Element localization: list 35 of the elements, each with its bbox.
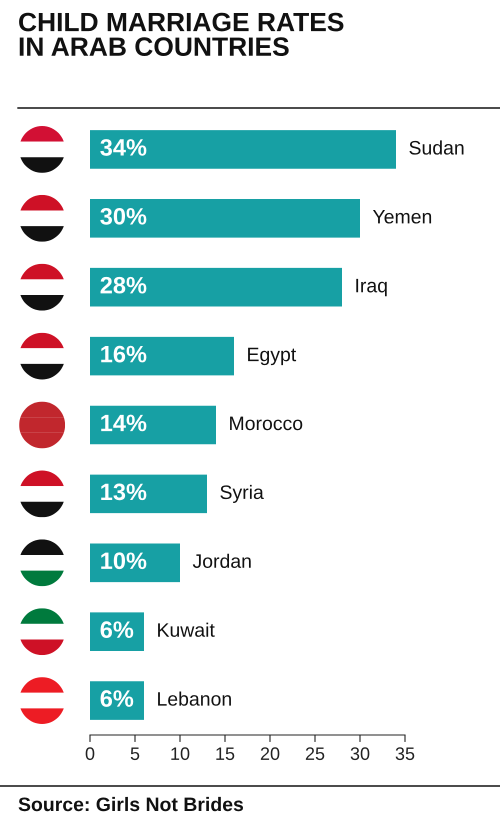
x-tick-label: 15 [216,747,234,760]
x-tick-label: 30 [350,747,370,760]
y-tick-label: Lebanon [158,691,231,706]
data-label: 34% [100,139,146,156]
data-label: 13% [101,484,146,500]
data-label: 10% [101,552,146,570]
y-tick-label: Yemen [372,210,432,224]
x-tick-label: 10 [171,747,190,760]
y-tick-label: Syria [220,484,264,503]
x-tick-label: 20 [260,747,280,760]
x-tick-label: 0 [86,747,94,760]
data-label: 6% [100,621,134,638]
bar [90,474,207,514]
x-tick-label: 25 [306,747,324,760]
bar [90,543,180,582]
chart-title: CHILD MARRIAGE RATES IN ARAB COUNTRIES [19,12,344,56]
y-tick-label: Kuwait [158,622,215,637]
data-label: 30% [100,208,146,225]
data-label: 28% [100,276,146,294]
y-tick-label: Sudan [409,140,464,155]
bar [90,268,342,307]
source-note: Source: Girls Not Brides [18,796,244,812]
y-tick-label: Jordan [192,554,251,568]
y-tick-label: Morocco [230,416,302,430]
data-label: 16% [101,346,146,362]
bar [90,406,216,444]
bar [90,199,360,238]
data-label: 14% [101,414,146,432]
y-tick-label: Iraq [356,278,387,296]
bar [90,130,396,169]
y-tick-label: Egypt [248,348,296,366]
bar [90,336,234,376]
x-tick-label: 5 [130,747,140,760]
data-label: 6% [100,690,134,707]
x-tick-label: 35 [396,747,414,760]
